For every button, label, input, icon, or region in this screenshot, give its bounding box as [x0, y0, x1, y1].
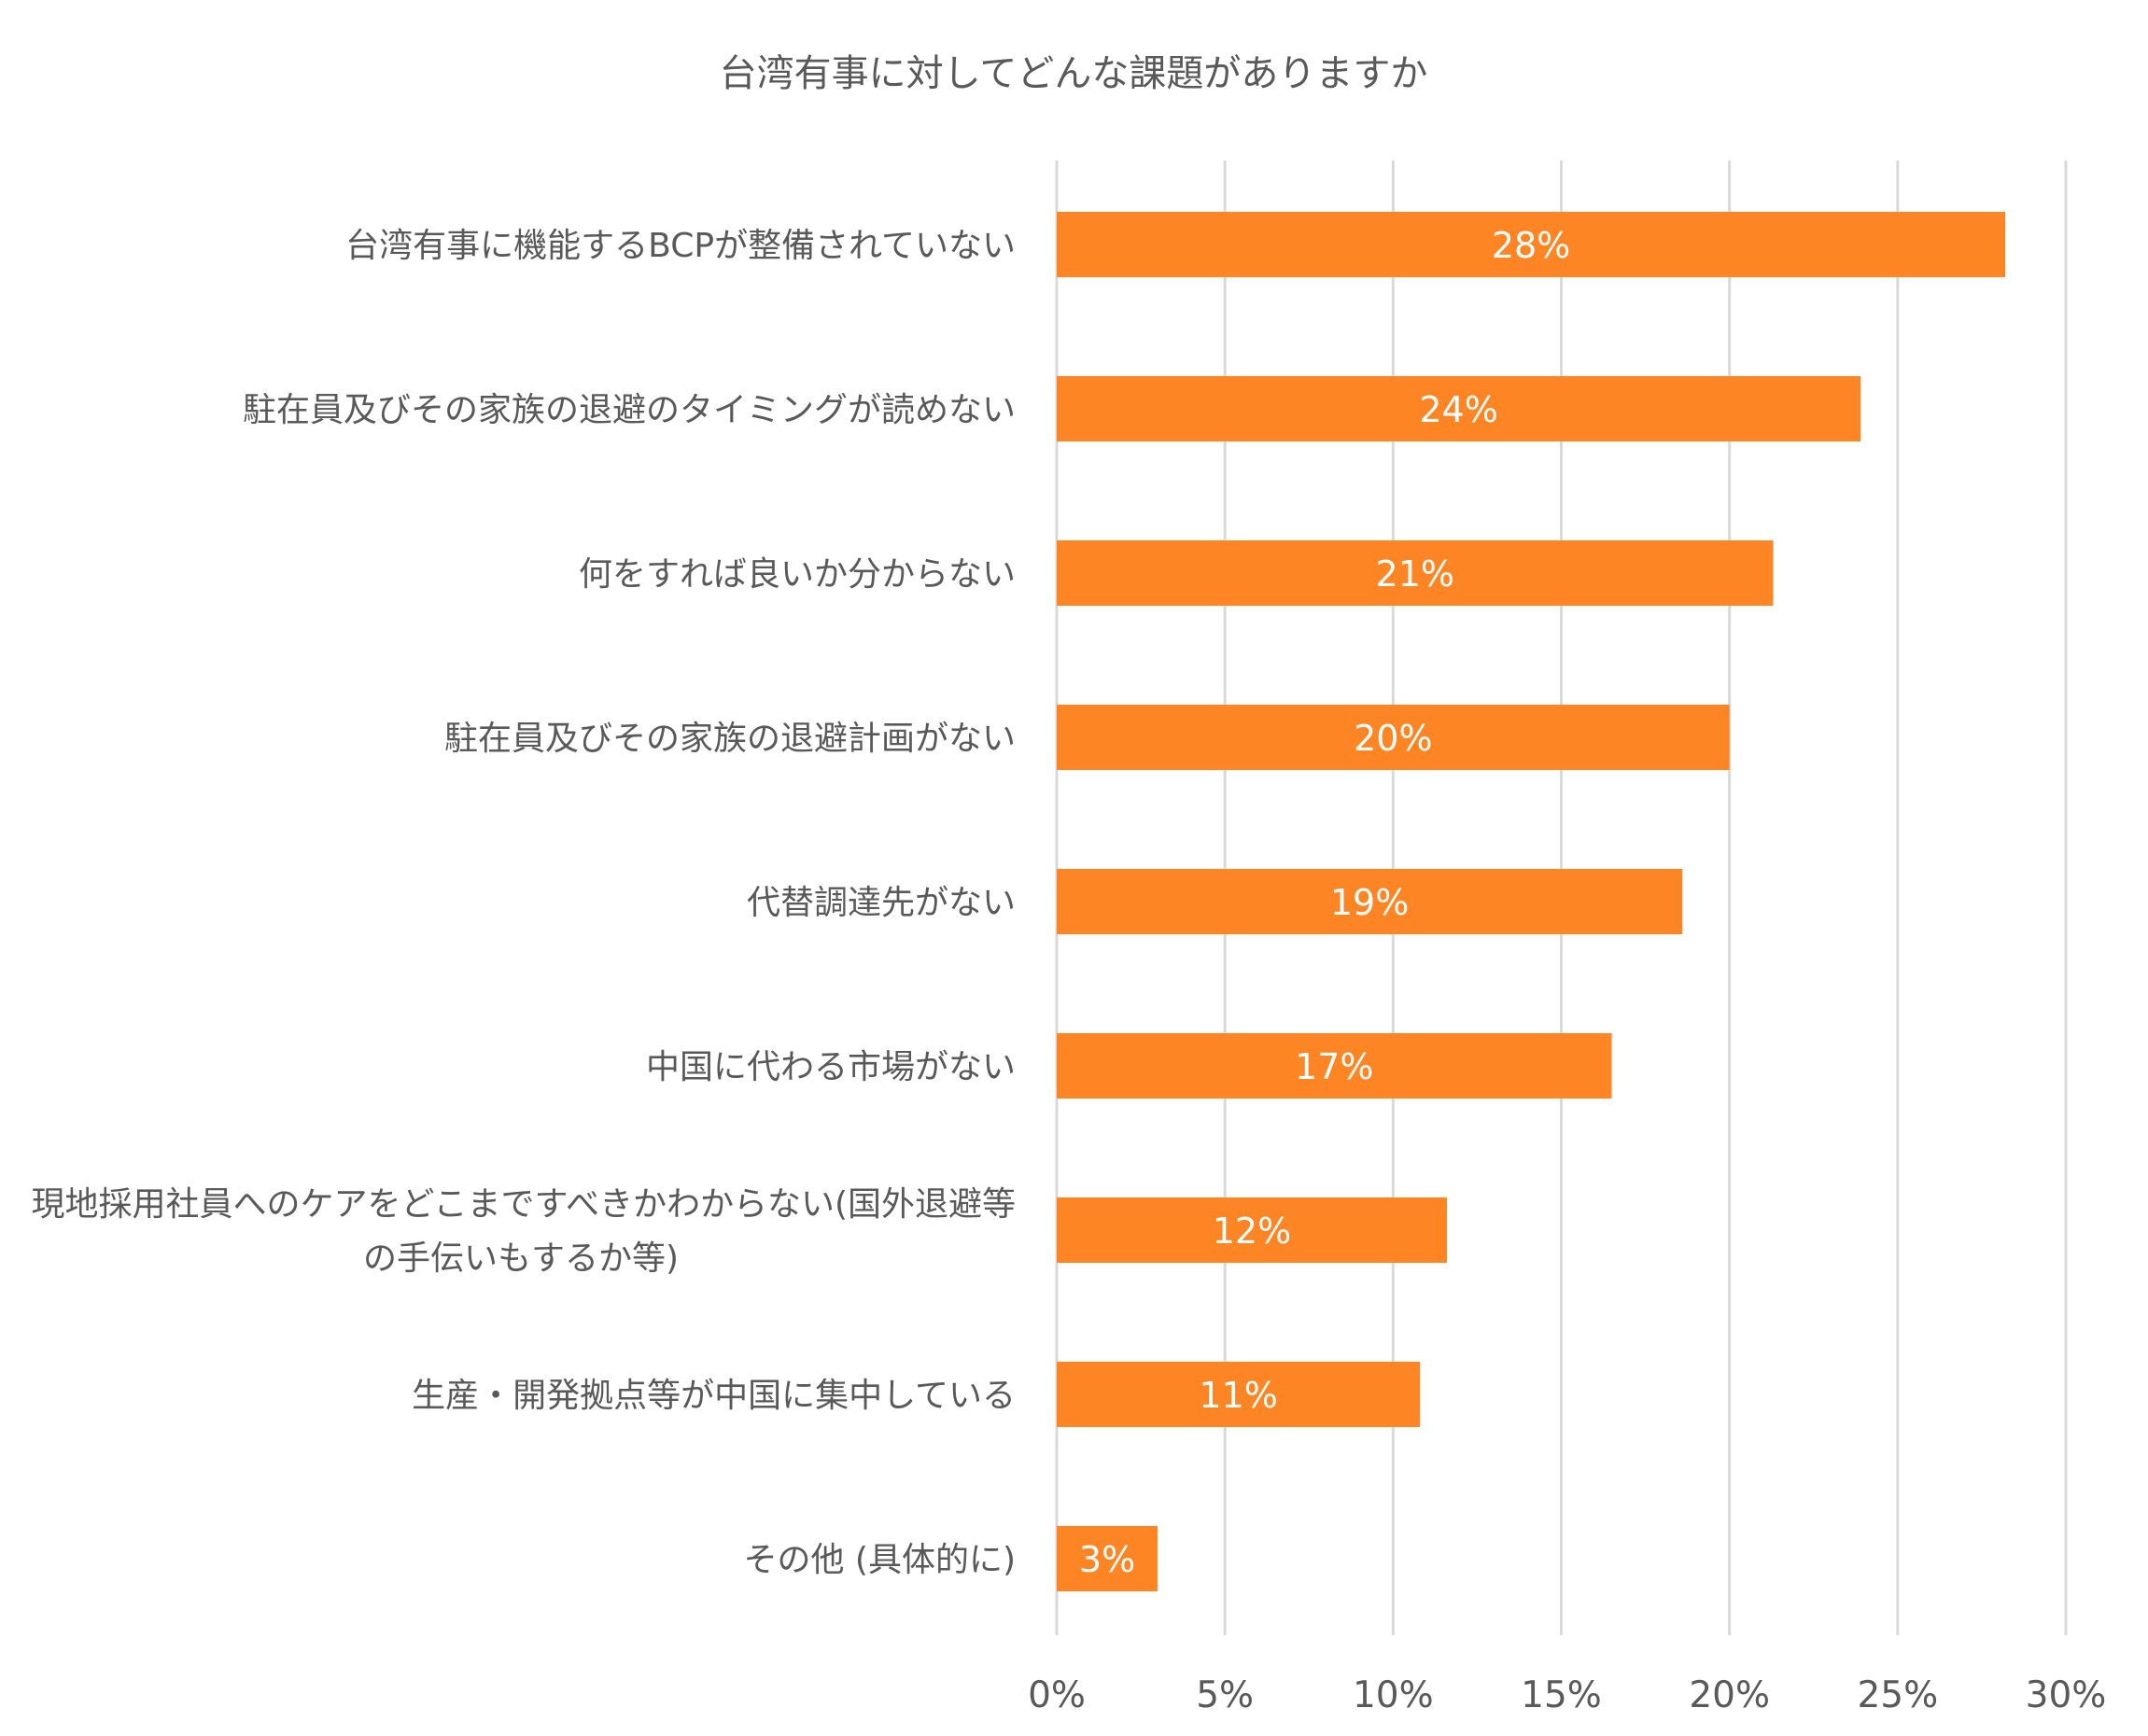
x-tick-label: 10% — [1353, 1674, 1434, 1716]
data-label: 11% — [1199, 1375, 1277, 1416]
bar — [1057, 869, 1683, 934]
chart-title: 台湾有事に対してどんな課題がありますか — [720, 52, 1428, 95]
x-tick-label: 15% — [1521, 1674, 1602, 1716]
data-label: 21% — [1376, 553, 1454, 595]
category-labels: 台湾有事に機能するBCPが整備されていない駐在員及びその家族の退避のタイミングが… — [32, 227, 1016, 1579]
data-label: 3% — [1079, 1539, 1135, 1580]
category-label: 現地採用社員へのケアをどこまですべきかわからない(国外退避等 — [32, 1185, 1016, 1224]
category-label: 代替調達先がない — [747, 884, 1016, 922]
category-label: 中国に代わる市場がない — [646, 1048, 1016, 1086]
data-label: 17% — [1295, 1046, 1373, 1087]
category-label: 何をすれば良いか分からない — [579, 555, 1016, 594]
x-tick-label: 5% — [1196, 1674, 1254, 1716]
category-label: 生産・開発拠点等が中国に集中している — [412, 1377, 1016, 1415]
bar — [1057, 1197, 1447, 1263]
bar — [1057, 1033, 1612, 1099]
x-axis-tick-labels: 0% 5% 10% 15% 20% 25% 30% — [1028, 1674, 2106, 1716]
category-label: 駐在員及びその家族の退避計画がない — [444, 720, 1016, 758]
category-label: その他 (具体的に) — [743, 1541, 1016, 1579]
category-label: 台湾有事に機能するBCPが整備されていない — [345, 227, 1016, 265]
data-label: 24% — [1419, 389, 1497, 430]
x-tick-label: 25% — [1857, 1674, 1938, 1716]
bar — [1057, 540, 1774, 606]
bar — [1057, 212, 2006, 277]
x-tick-label: 0% — [1028, 1674, 1086, 1716]
bar — [1057, 1362, 1421, 1427]
data-label: 28% — [1492, 225, 1570, 266]
data-label: 19% — [1330, 882, 1409, 923]
x-tick-label: 30% — [2026, 1674, 2107, 1716]
category-label: の手伝いもするか等) — [363, 1239, 679, 1278]
bar — [1057, 376, 1861, 441]
category-label: 駐在員及びその家族の退避のタイミングが読めない — [243, 391, 1016, 429]
x-tick-label: 20% — [1689, 1674, 1770, 1716]
data-label: 12% — [1213, 1211, 1291, 1252]
bar — [1057, 705, 1730, 770]
bar — [1057, 1526, 1158, 1591]
bars: 28% 24% 21% 20% 19% 17% 12% 11% 3% — [1057, 212, 2006, 1591]
data-label: 20% — [1354, 718, 1432, 759]
